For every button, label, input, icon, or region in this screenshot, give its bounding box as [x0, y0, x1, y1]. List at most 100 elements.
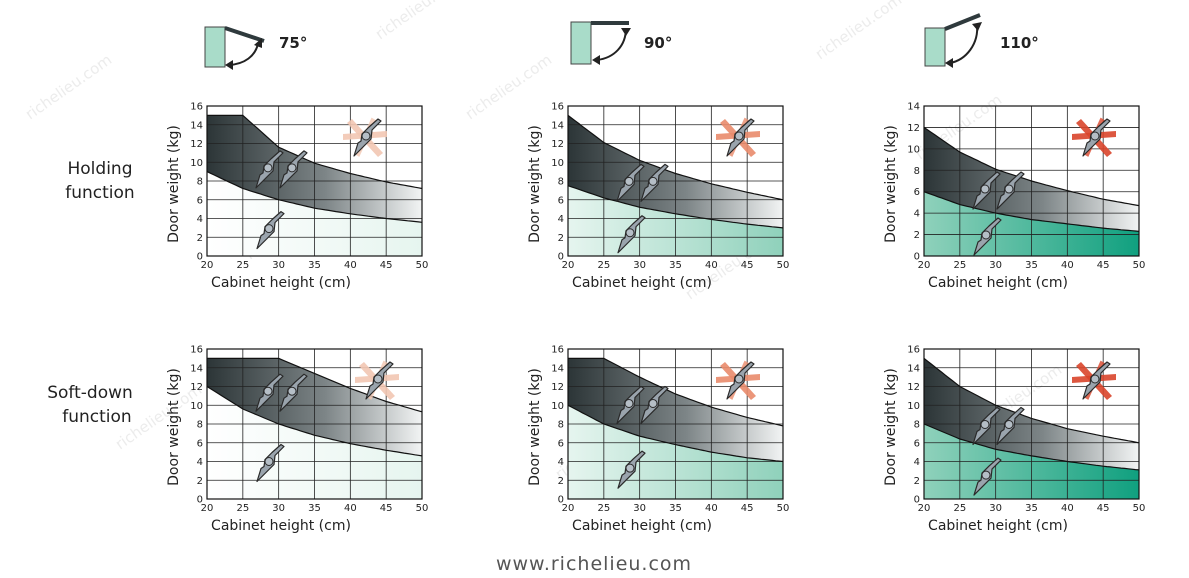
- hinge-icon: [973, 217, 1002, 256]
- chart-holding-1: 20 25 30 35 40 45 50 0 2 4 6 8 10 12 14 16 Cabinet heigh…: [527, 102, 789, 292]
- x-tick-label: 40: [705, 260, 718, 271]
- hinge-icon: [1082, 118, 1111, 157]
- x-tick-label: 30: [272, 503, 285, 514]
- y-tick-label: 2: [914, 230, 920, 241]
- y-tick-label: 4: [558, 214, 564, 225]
- y-tick-label: 6: [914, 438, 920, 449]
- chart-soft-down-2: 20 25 30 35 40 45 50 0 2 4 6 8 10 12 14 16 Cabinet heigh…: [883, 345, 1145, 535]
- y-tick-label: 6: [197, 195, 203, 206]
- hinge-icon: [996, 171, 1025, 210]
- y-axis-label: Door weight (kg): [166, 125, 182, 243]
- x-tick-label: 20: [918, 503, 931, 514]
- row-label-holding-line1: Holding: [68, 159, 133, 179]
- y-tick-label: 16: [551, 102, 564, 113]
- hinge-icon: [996, 406, 1025, 446]
- chart-frame: [206, 348, 423, 500]
- y-tick-label: 2: [197, 476, 203, 487]
- hinge-icon: [256, 211, 285, 250]
- x-tick-label: 45: [741, 503, 754, 514]
- y-tick-label: 14: [190, 363, 203, 374]
- door-angle-header-110: 110°: [924, 13, 1039, 68]
- y-tick-label: 8: [558, 420, 564, 431]
- x-tick-label: 50: [1133, 260, 1146, 271]
- door-angle-header-90: 90°: [570, 21, 672, 65]
- row-label-holding-line2: function: [65, 183, 134, 203]
- angle-label-110: 110°: [1000, 34, 1039, 52]
- y-tick-label: 16: [190, 102, 203, 113]
- x-tick-label: 25: [597, 503, 610, 514]
- x-tick-label: 25: [236, 503, 249, 514]
- y-tick-label: 10: [907, 144, 920, 155]
- y-tick-label: 4: [914, 457, 920, 468]
- hinge-icon: [640, 385, 669, 425]
- y-tick-label: 8: [197, 177, 203, 188]
- x-tick-label: 25: [236, 260, 249, 271]
- door-angle-icon: [570, 21, 631, 65]
- door-angle-icon: [204, 26, 265, 70]
- x-tick-label: 30: [989, 503, 1002, 514]
- hinge-icon: [255, 150, 284, 189]
- footer-url: www.richelieu.com: [496, 553, 692, 575]
- chart-frame: [923, 105, 1140, 257]
- y-tick-label: 8: [914, 166, 920, 177]
- x-tick-label: 45: [1097, 260, 1110, 271]
- y-tick-label: 6: [914, 187, 920, 198]
- hinge-icon: [256, 443, 285, 483]
- y-tick-label: 0: [197, 495, 203, 506]
- lower-curve: [567, 185, 784, 229]
- chart-soft-down-0: 20 25 30 35 40 45 50 0 2 4 6 8 10 12 14 16 Cabinet heigh…: [166, 345, 428, 535]
- hinge-icon: [617, 450, 646, 489]
- y-tick-label: 2: [197, 233, 203, 244]
- door-angle-header-75: 75°: [204, 26, 307, 70]
- y-axis-label: Door weight (kg): [527, 368, 543, 486]
- lower-curve: [923, 191, 1140, 232]
- lower-curve: [923, 423, 1140, 471]
- y-tick-label: 14: [190, 120, 203, 131]
- x-tick-label: 30: [633, 260, 646, 271]
- y-tick-label: 6: [558, 195, 564, 206]
- upper-curve: [207, 114, 423, 190]
- hinge-icon: [279, 373, 308, 412]
- x-axis-label: Cabinet height (cm): [211, 275, 351, 291]
- x-tick-label: 45: [380, 503, 393, 514]
- y-tick-label: 12: [551, 139, 564, 150]
- y-tick-label: 14: [551, 363, 564, 374]
- x-tick-label: 20: [201, 260, 214, 271]
- y-tick-label: 14: [551, 120, 564, 131]
- y-tick-label: 0: [914, 252, 920, 263]
- x-tick-label: 50: [416, 503, 429, 514]
- watermark-text: richelieu.com: [462, 50, 555, 123]
- upper-curve: [567, 114, 784, 201]
- x-tick-label: 50: [1133, 503, 1146, 514]
- hinge-icon: [255, 373, 284, 412]
- chart-frame: [923, 348, 1140, 500]
- y-axis-label: Door weight (kg): [527, 125, 543, 243]
- angle-label-75: 75°: [279, 34, 307, 52]
- x-tick-label: 50: [416, 260, 429, 271]
- x-tick-label: 35: [669, 260, 682, 271]
- y-tick-label: 4: [914, 209, 920, 220]
- y-tick-label: 12: [551, 382, 564, 393]
- y-tick-label: 4: [558, 457, 564, 468]
- y-tick-label: 8: [197, 420, 203, 431]
- x-tick-label: 30: [272, 260, 285, 271]
- y-axis-label: Door weight (kg): [883, 125, 899, 243]
- y-tick-label: 0: [197, 252, 203, 263]
- hinge-icon: [640, 163, 669, 202]
- x-axis-label: Cabinet height (cm): [928, 275, 1068, 291]
- y-tick-label: 2: [558, 233, 564, 244]
- y-tick-label: 14: [907, 363, 920, 374]
- y-tick-label: 10: [551, 401, 564, 412]
- hinge-icon: [616, 385, 645, 425]
- x-tick-label: 20: [562, 503, 575, 514]
- y-tick-label: 0: [558, 252, 564, 263]
- x-tick-label: 35: [669, 503, 682, 514]
- upper-curve: [207, 357, 423, 413]
- watermark-text: richelieu.com: [372, 0, 465, 43]
- y-tick-label: 12: [190, 139, 203, 150]
- x-tick-label: 35: [1025, 503, 1038, 514]
- row-label-softdown-line1: Soft-down: [47, 383, 133, 403]
- chart-soft-down-1: 20 25 30 35 40 45 50 0 2 4 6 8 10 12 14 16 Cabinet heigh…: [527, 345, 789, 535]
- y-tick-label: 4: [197, 457, 203, 468]
